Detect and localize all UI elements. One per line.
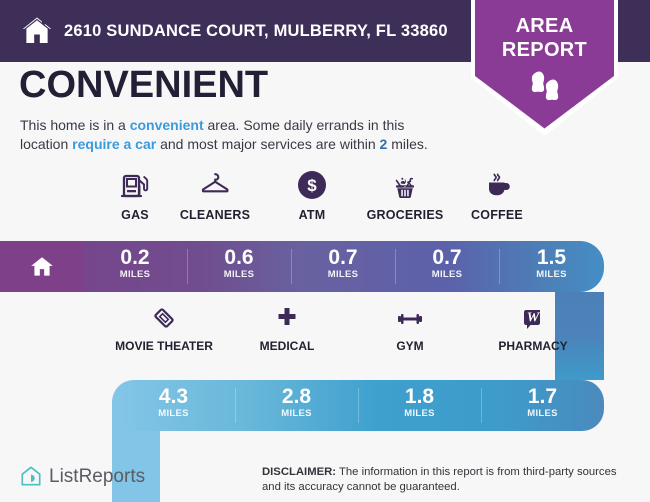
svg-text:W: W <box>527 311 541 326</box>
svg-text:$: $ <box>307 176 317 195</box>
